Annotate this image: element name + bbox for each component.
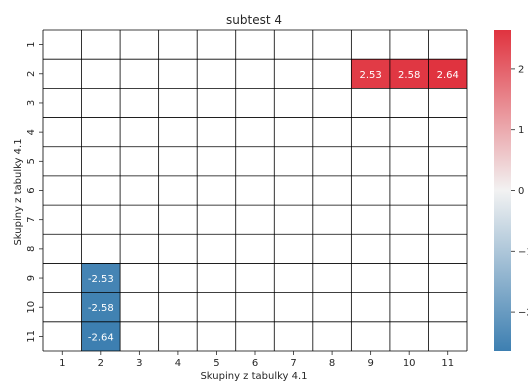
cell-value-label: -2.64 — [88, 332, 114, 343]
y-tick-label: 6 — [26, 187, 37, 193]
cell-value-label: 2.64 — [437, 70, 459, 81]
x-tick-label: 3 — [136, 358, 142, 369]
y-tick-label: 10 — [26, 301, 37, 314]
cell-value-label: 2.58 — [398, 70, 420, 81]
y-tick-label: 3 — [26, 100, 37, 106]
y-tick-label: 5 — [26, 158, 37, 164]
y-axis-label: Skupiny z tabulky 4.1 — [13, 138, 24, 245]
heatmap-cells: 2.53 2.58 2.64 -2.53 -2.58 -2.64 — [81, 59, 467, 351]
colorbar: −2 −1 0 1 2 — [494, 30, 528, 351]
y-axis-ticks: 1 2 3 4 5 6 7 8 9 10 11 — [26, 41, 43, 343]
x-tick-label: 7 — [290, 358, 296, 369]
y-tick-label: 1 — [26, 41, 37, 47]
cell-value-label: -2.53 — [88, 274, 114, 285]
x-tick-label: 5 — [213, 358, 219, 369]
y-tick-label: 8 — [26, 246, 37, 252]
heatmap-cell — [428, 59, 467, 89]
y-tick-label: 9 — [26, 275, 37, 281]
x-axis-ticks: 1 2 3 4 5 6 7 8 9 10 11 — [59, 351, 454, 369]
y-tick-label: 7 — [26, 216, 37, 222]
x-tick-label: 9 — [367, 358, 373, 369]
heatmap-cell — [81, 263, 121, 293]
x-tick-label: 10 — [403, 358, 416, 369]
colorbar-tick-label: 1 — [518, 125, 524, 136]
heatmap-cell — [351, 59, 390, 89]
x-tick-label: 1 — [59, 358, 65, 369]
x-tick-label: 4 — [175, 358, 181, 369]
x-tick-label: 6 — [252, 358, 258, 369]
x-tick-label: 8 — [329, 358, 335, 369]
x-axis-label: Skupiny z tabulky 4.1 — [200, 371, 307, 381]
colorbar-tick-label: 0 — [518, 186, 524, 197]
colorbar-tick-label: −1 — [518, 247, 528, 258]
x-tick-label: 2 — [98, 358, 104, 369]
heatmap-grid — [42, 29, 468, 352]
x-tick-label: 11 — [441, 358, 454, 369]
colorbar-tick-label: 2 — [518, 64, 524, 75]
y-tick-label: 2 — [26, 71, 37, 77]
cell-value-label: -2.58 — [88, 303, 114, 314]
cell-value-label: 2.53 — [360, 70, 382, 81]
colorbar-tick-label: −2 — [518, 308, 528, 319]
heatmap-cell — [81, 292, 121, 322]
y-tick-label: 11 — [26, 330, 37, 343]
heatmap-cell — [389, 59, 429, 89]
chart-title: subtest 4 — [226, 13, 282, 27]
y-tick-label: 4 — [26, 129, 37, 135]
colorbar-gradient — [494, 30, 511, 351]
heatmap-cell — [81, 321, 121, 351]
